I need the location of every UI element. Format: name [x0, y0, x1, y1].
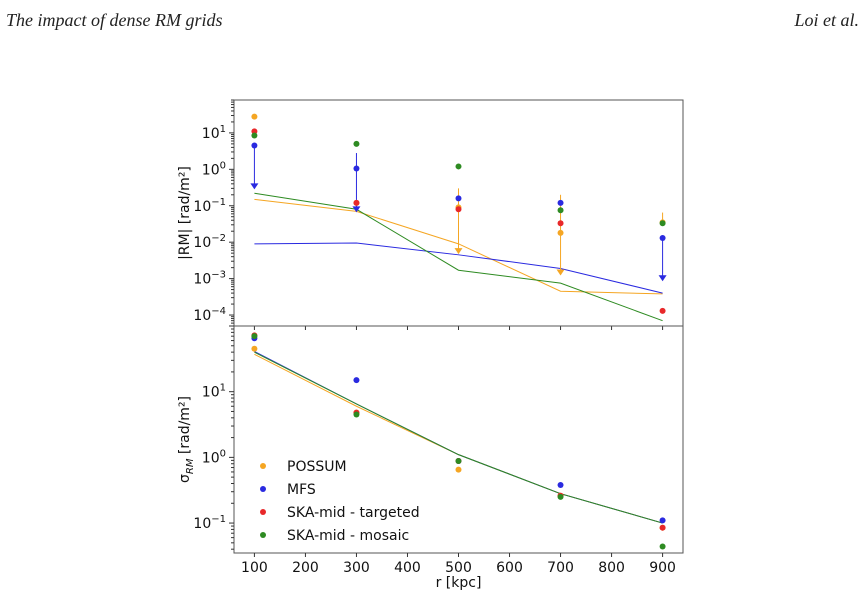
top-limit-arrow — [250, 183, 259, 190]
bottom-point-ska-mid-mosaic — [659, 543, 666, 550]
bottom-y-tick-label: 101 — [202, 383, 226, 401]
legend-label: SKA-mid - mosaic — [287, 528, 409, 544]
bottom-point-ska-mid-targeted — [659, 524, 666, 531]
bottom-point-ska-mid-mosaic — [251, 333, 258, 340]
bottom-model-line-ska-mid-mosaic — [254, 351, 663, 524]
top-y-tick-label: 10−2 — [193, 233, 226, 251]
top-y-tick-label: 10−3 — [193, 270, 226, 288]
top-limit-arrow — [658, 275, 667, 282]
bottom-x-tick-label: 400 — [394, 560, 421, 576]
legend-label: SKA-mid - targeted — [287, 505, 420, 521]
top-limit-arrow — [556, 269, 565, 276]
top-model-line-mfs — [254, 242, 663, 294]
top-y-tick-label: 10−1 — [193, 197, 226, 215]
legend-marker — [260, 486, 266, 492]
legend-marker — [260, 509, 266, 515]
top-model-line-ska-mid-mosaic — [254, 192, 663, 322]
x-axis-label: r [kpc] — [436, 575, 482, 591]
bottom-x-tick-label: 900 — [649, 560, 676, 576]
top-point-ska-mid-mosaic — [353, 140, 360, 147]
bottom-x-tick-label: 300 — [343, 560, 370, 576]
top-point-ska-mid-mosaic — [251, 132, 258, 139]
bottom-point-mfs — [659, 517, 666, 524]
bottom-x-tick-label: 200 — [292, 560, 319, 576]
top-y-axis-label: |RM| [rad/m²] — [177, 166, 193, 260]
bottom-point-mfs — [353, 377, 360, 384]
top-point-ska-mid-targeted — [557, 220, 564, 227]
top-y-tick-label: 100 — [202, 160, 226, 178]
top-point-ska-mid-mosaic — [557, 207, 564, 214]
running-title: The impact of dense RM grids — [6, 10, 223, 30]
bottom-point-ska-mid-mosaic — [557, 493, 564, 500]
legend-label: MFS — [287, 482, 316, 498]
top-y-tick-label: 10−4 — [193, 306, 226, 324]
legend-marker — [260, 532, 266, 538]
top-limit-arrow — [454, 248, 463, 255]
top-point-possum — [251, 113, 258, 120]
bottom-point-ska-mid-mosaic — [353, 411, 360, 418]
legend-marker — [260, 463, 266, 469]
legend-label: POSSUM — [287, 459, 347, 475]
bottom-x-tick-label: 700 — [547, 560, 574, 576]
running-authors: Loi et al. — [794, 10, 859, 30]
bottom-point-mfs — [557, 481, 564, 488]
bottom-point-ska-mid-mosaic — [455, 458, 462, 465]
bottom-y-tick-label: 10−1 — [193, 514, 226, 532]
bottom-point-possum — [251, 345, 258, 352]
bottom-x-tick-label: 800 — [598, 560, 625, 576]
bottom-y-tick-label: 100 — [202, 448, 226, 466]
top-point-mfs — [659, 235, 666, 242]
top-point-ska-mid-targeted — [353, 199, 360, 206]
top-point-ska-mid-targeted — [659, 307, 666, 314]
bottom-y-axis-label: σRM [rad/m²] — [177, 396, 196, 483]
top-point-mfs — [353, 165, 360, 172]
top-point-mfs — [251, 142, 258, 149]
top-y-tick-label: 101 — [202, 124, 226, 142]
top-point-mfs — [557, 199, 564, 206]
bottom-x-tick-label: 100 — [241, 560, 268, 576]
top-point-mfs — [455, 195, 462, 202]
bottom-x-tick-label: 500 — [445, 560, 472, 576]
top-point-ska-mid-mosaic — [659, 220, 666, 227]
top-point-possum — [557, 229, 564, 236]
top-point-ska-mid-mosaic — [455, 163, 462, 170]
bottom-point-possum — [455, 466, 462, 473]
bottom-x-tick-label: 600 — [496, 560, 523, 576]
top-point-ska-mid-targeted — [455, 206, 462, 213]
top-limit-arrow — [352, 206, 361, 213]
